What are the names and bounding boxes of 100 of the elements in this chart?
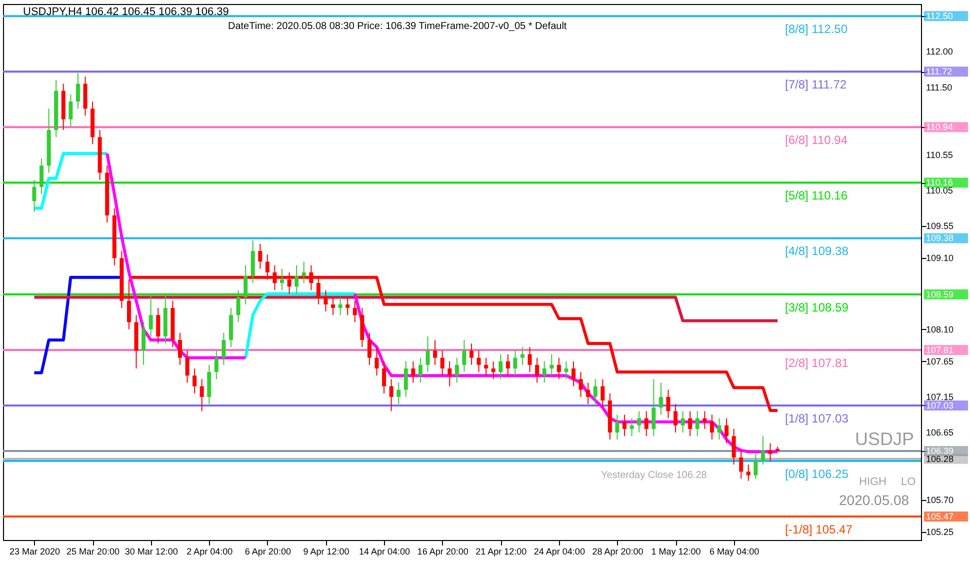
chart-title: USDJPY,H4 106.42 106.45 106.39 106.39 [23,6,229,18]
candlestick [462,339,466,373]
candlestick [513,350,518,376]
candlestick [702,410,707,430]
y-tick-label: 112.00 [926,46,953,57]
ref-line-label: [8/8] 112.50 [785,22,848,36]
candlestick [142,322,146,366]
candlestick [32,179,36,212]
y-tick-label: 110.05 [926,185,953,196]
candlestick [352,300,357,323]
candlestick [294,264,299,294]
candlestick [586,382,590,405]
candlestick [637,410,642,434]
candlestick [695,410,700,437]
candlestick [754,453,758,480]
y-tick-label: 111.72 [926,66,952,77]
candlestick [746,464,750,482]
y-tick-label: 110.55 [926,150,953,160]
candlestick [185,350,190,384]
candlestick [630,418,634,437]
candlestick [324,290,328,312]
ref-line-label: [7/8] 111.72 [785,78,847,92]
candlestick [411,360,416,384]
candlestick [440,350,444,376]
y-tick-label: 107.15 [926,392,954,402]
x-tick-label: 6 May 04:00 [710,546,760,556]
ref-line-label: [0/8] 106.25 [785,466,849,481]
candlestick [542,360,546,384]
x-tick-label: 23 Mar 2020 [9,546,60,556]
candlestick [768,442,772,462]
y-tick-label: 106.39 [926,446,954,456]
y-tick-label: 108.59 [926,289,954,300]
candlestick [236,290,240,323]
candlestick [448,360,452,387]
candlestick [724,418,729,444]
y-tick-label: 109.38 [926,233,954,244]
ref-line-label: [3/8] 108.59 [785,300,849,314]
candlestick [674,404,678,434]
y-tick-label: 112.50 [926,11,953,22]
candlestick [491,360,496,380]
candlestick [382,360,386,394]
candlestick [652,378,656,437]
candlestick [622,414,627,437]
candlestick [126,278,131,330]
ref-line-label: [6/8] 110.94 [785,133,848,148]
x-tick-label: 2 Apr 04:00 [186,546,233,556]
x-tick-label: 28 Apr 20:00 [592,546,644,556]
text: 2020.05.08 [839,492,910,508]
candlestick [564,360,568,380]
candlestick [600,378,605,408]
ref-line-label: [1/8] 107.03 [785,411,849,426]
candlestick [222,332,226,366]
candlestick [469,343,474,366]
y-tick-label: 109.10 [926,253,954,264]
annotation: Yesterday Close 106.28 [601,470,708,481]
candlestick [331,296,336,316]
candlestick [506,354,510,376]
candlestick [520,346,524,366]
candlestick [571,360,576,387]
candlestick [258,243,262,270]
x-tick-label: 16 Apr 20:00 [417,546,468,556]
candlestick [556,357,561,380]
candlestick [680,410,685,434]
candlestick [214,350,218,380]
y-tick-label: 110.16 [926,178,953,188]
x-tick-label: 14 Apr 04:00 [359,546,410,556]
y-tick-label: 108.10 [926,324,954,334]
candlestick [280,268,284,291]
candlestick [666,389,670,419]
candlestick [688,410,692,437]
candlestick [346,296,350,316]
candlestick [535,357,540,384]
y-tick-label: 105.47 [926,512,954,522]
candlestick [367,332,372,366]
candlestick [338,296,342,316]
candlestick [498,354,503,380]
candlestick [484,357,488,376]
candlestick [528,346,532,373]
text: DateTime: 2020.05.08 08:30 Price: 106.39 TimeFrame-2007-v0_05 * Default [228,21,567,32]
y-tick-label: 109.55 [926,221,954,232]
y-tick-label: 107.81 [926,344,954,355]
candlestick [615,414,620,440]
candlestick [739,450,744,480]
ref-line-label: [5/8] 110.16 [785,188,848,203]
candlestick [578,372,583,398]
x-tick-label: 24 Apr 04:00 [534,546,585,556]
candlestick [404,360,408,398]
x-tick-label: 1 May 12:00 [651,546,701,556]
candlestick [200,378,204,412]
candlestick [710,414,714,440]
y-tick-label: 106.65 [926,428,954,438]
candlestick [732,428,736,466]
candlestick [396,382,401,405]
candlestick [68,94,73,127]
candlestick [40,158,44,195]
candlestick [717,418,722,440]
y-tick-label: 106.28 [926,454,954,464]
candlestick [302,261,306,284]
candlestick [454,357,459,384]
x-tick-label: 21 Apr 12:00 [476,546,527,556]
